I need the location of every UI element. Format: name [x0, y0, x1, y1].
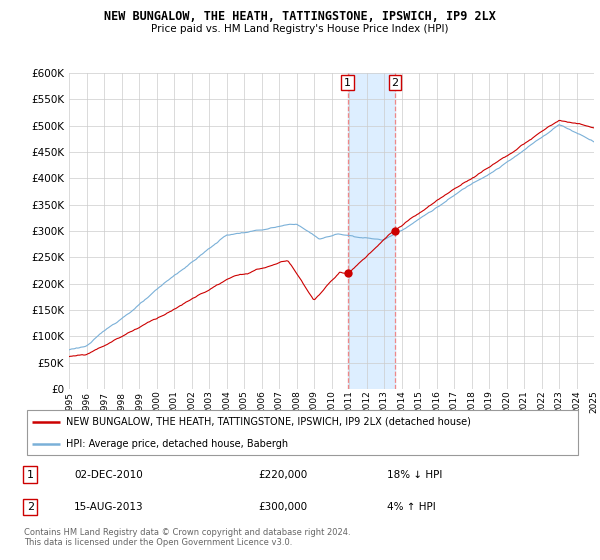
Text: 15-AUG-2013: 15-AUG-2013 [74, 502, 144, 512]
Text: £220,000: £220,000 [259, 470, 308, 480]
Text: 2: 2 [27, 502, 34, 512]
FancyBboxPatch shape [27, 410, 578, 455]
Text: 2: 2 [391, 77, 398, 87]
Bar [347, 73, 395, 389]
Text: £300,000: £300,000 [259, 502, 307, 512]
Text: NEW BUNGALOW, THE HEATH, TATTINGSTONE, IPSWICH, IP9 2LX: NEW BUNGALOW, THE HEATH, TATTINGSTONE, I… [104, 10, 496, 22]
Text: NEW BUNGALOW, THE HEATH, TATTINGSTONE, IPSWICH, IP9 2LX (detached house): NEW BUNGALOW, THE HEATH, TATTINGSTONE, I… [66, 417, 471, 427]
Text: 1: 1 [27, 470, 34, 480]
Text: Price paid vs. HM Land Registry's House Price Index (HPI): Price paid vs. HM Land Registry's House … [151, 24, 449, 34]
Text: 1: 1 [344, 77, 351, 87]
Text: 18% ↓ HPI: 18% ↓ HPI [387, 470, 442, 480]
Text: HPI: Average price, detached house, Babergh: HPI: Average price, detached house, Babe… [66, 438, 288, 449]
Text: 02-DEC-2010: 02-DEC-2010 [74, 470, 143, 480]
Text: 4% ↑ HPI: 4% ↑ HPI [387, 502, 436, 512]
Text: Contains HM Land Registry data © Crown copyright and database right 2024.
This d: Contains HM Land Registry data © Crown c… [24, 528, 350, 547]
